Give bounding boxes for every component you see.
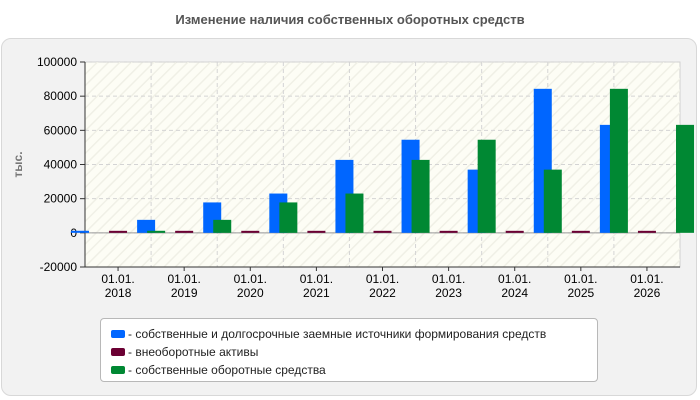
x-tick-label: 01.01. 2021: [300, 272, 333, 300]
bar-series-2: [676, 124, 695, 233]
y-tick-label: 100000: [37, 55, 77, 69]
x-tick-label: 01.01. 2020: [234, 272, 267, 300]
legend-swatch-sources: [111, 330, 125, 338]
legend-swatch-working-capital: [111, 366, 125, 374]
bar-series-0: [137, 219, 156, 233]
x-tick-label: 01.01. 2025: [564, 272, 597, 300]
bar-series-2: [477, 139, 496, 233]
bar-series-2: [345, 193, 364, 233]
bar-series-2: [213, 219, 232, 233]
bar-series-1: [571, 230, 590, 233]
bar-series-2: [543, 169, 562, 233]
bar-series-2: [147, 230, 166, 233]
bar-series-1: [307, 230, 326, 233]
legend-label-sources: - собственные и долгосрочные заемные ист…: [128, 327, 547, 341]
bar-series-2: [411, 159, 430, 233]
bar-series-1: [637, 230, 656, 233]
bar-series-1: [241, 230, 260, 233]
legend-label-working-capital: - собственные оборотные средства: [128, 363, 326, 377]
y-tick-label: 60000: [44, 123, 78, 137]
bar-series-1: [505, 230, 524, 233]
x-tick-label: 01.01. 2023: [432, 272, 465, 300]
x-tick-label: 01.01. 2019: [167, 272, 200, 300]
bar-series-2: [279, 202, 298, 233]
chart-legend: - собственные и долгосрочные заемные ист…: [100, 318, 598, 382]
x-tick-label: 01.01. 2024: [498, 272, 531, 300]
bar-series-1: [109, 230, 128, 233]
y-tick-label: 40000: [44, 158, 78, 172]
legend-item-noncurrent-assets: - внеоборотные активы: [111, 343, 597, 361]
legend-item-working-capital: - собственные оборотные средства: [111, 361, 597, 379]
chart-title: Изменение наличия собственных оборотных …: [175, 12, 525, 27]
x-tick-label: 01.01. 2018: [101, 272, 134, 300]
legend-label-noncurrent-assets: - внеоборотные активы: [128, 345, 259, 359]
y-tick-label: -20000: [40, 260, 78, 274]
x-tick-label: 01.01. 2022: [366, 272, 399, 300]
y-axis-label: тыс.: [11, 151, 25, 177]
bar-series-2: [609, 88, 628, 233]
y-tick-label: 20000: [44, 192, 78, 206]
legend-item-sources: - собственные и долгосрочные заемные ист…: [111, 325, 597, 343]
bar-series-1: [175, 230, 194, 233]
bar-series-1: [373, 230, 392, 233]
x-tick-label: 01.01. 2026: [630, 272, 663, 300]
bar-series-1: [439, 230, 458, 233]
bar-series-0: [70, 230, 89, 233]
legend-swatch-noncurrent-assets: [111, 348, 125, 356]
y-tick-label: 80000: [44, 89, 78, 103]
